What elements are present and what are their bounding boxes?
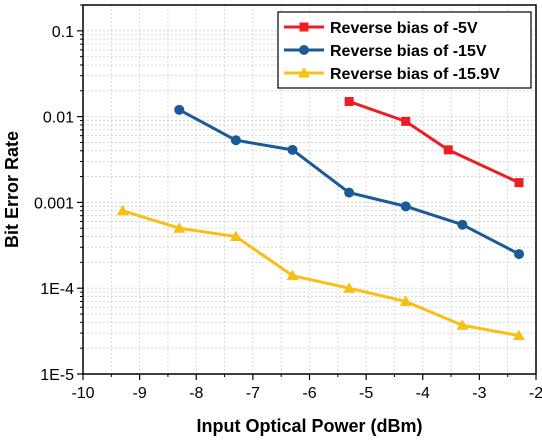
y-tick-label: 1E-5	[40, 367, 74, 384]
data-point	[173, 222, 186, 233]
data-point	[230, 135, 241, 146]
series-3	[116, 204, 526, 341]
data-point	[343, 282, 356, 293]
legend-label: Reverse bias of -15.9V	[330, 66, 500, 83]
y-tick-label: 0.1	[52, 24, 74, 41]
legend-item: Reverse bias of -15V	[284, 43, 487, 60]
data-point	[286, 269, 299, 281]
legend-item: Reverse bias of -5V	[284, 20, 478, 37]
series-layer	[116, 97, 526, 341]
y-tick-label: 0.001	[34, 195, 74, 212]
x-tick-label: -8	[189, 385, 203, 402]
data-point	[401, 116, 411, 126]
y-tick-label: 1E-4	[40, 281, 74, 298]
data-point	[344, 187, 355, 198]
data-point	[399, 295, 412, 306]
series-line	[178, 108, 520, 256]
series-2	[174, 104, 525, 260]
data-point	[443, 145, 453, 155]
x-tick-label: -9	[133, 385, 147, 402]
data-point	[174, 104, 185, 115]
data-point	[400, 201, 411, 212]
legend-label: Reverse bias of -15V	[330, 43, 487, 60]
legend: Reverse bias of -5V Reverse bias of -15V R…	[277, 11, 532, 89]
legend-marker	[298, 67, 310, 78]
legend-marker	[299, 22, 309, 32]
axis-tick-labels: -10 -9 -8 -7 -6 -5 -4 -3 -2 0.1 0.01 0.001 1E-4 1E-5	[34, 24, 542, 402]
y-axis-title: Bit Error Rate	[2, 131, 22, 248]
x-tick-label: -6	[302, 385, 316, 402]
data-point	[456, 319, 469, 330]
data-point	[457, 219, 468, 230]
series-line	[122, 209, 520, 338]
data-point	[116, 204, 129, 216]
x-tick-label: -10	[71, 385, 94, 402]
x-tick-label: -5	[359, 385, 373, 402]
legend-item: Reverse bias of -15.9V	[284, 66, 500, 83]
data-point	[229, 230, 242, 242]
y-tick-label: 0.01	[43, 110, 74, 127]
data-point	[514, 249, 525, 260]
x-tick-label: -7	[246, 385, 260, 402]
data-point	[514, 178, 524, 188]
data-point	[287, 144, 298, 155]
series-1	[344, 97, 524, 188]
data-point	[513, 329, 526, 341]
data-point	[344, 97, 354, 107]
x-tick-label: -2	[529, 385, 542, 402]
series-line	[348, 100, 520, 185]
legend-marker	[299, 45, 309, 55]
x-tick-label: -3	[472, 385, 486, 402]
axis-ticks	[77, 4, 537, 380]
x-tick-label: -4	[416, 385, 430, 402]
x-axis-title: Input Optical Power (dBm)	[196, 416, 422, 436]
legend-label: Reverse bias of -5V	[330, 20, 478, 37]
